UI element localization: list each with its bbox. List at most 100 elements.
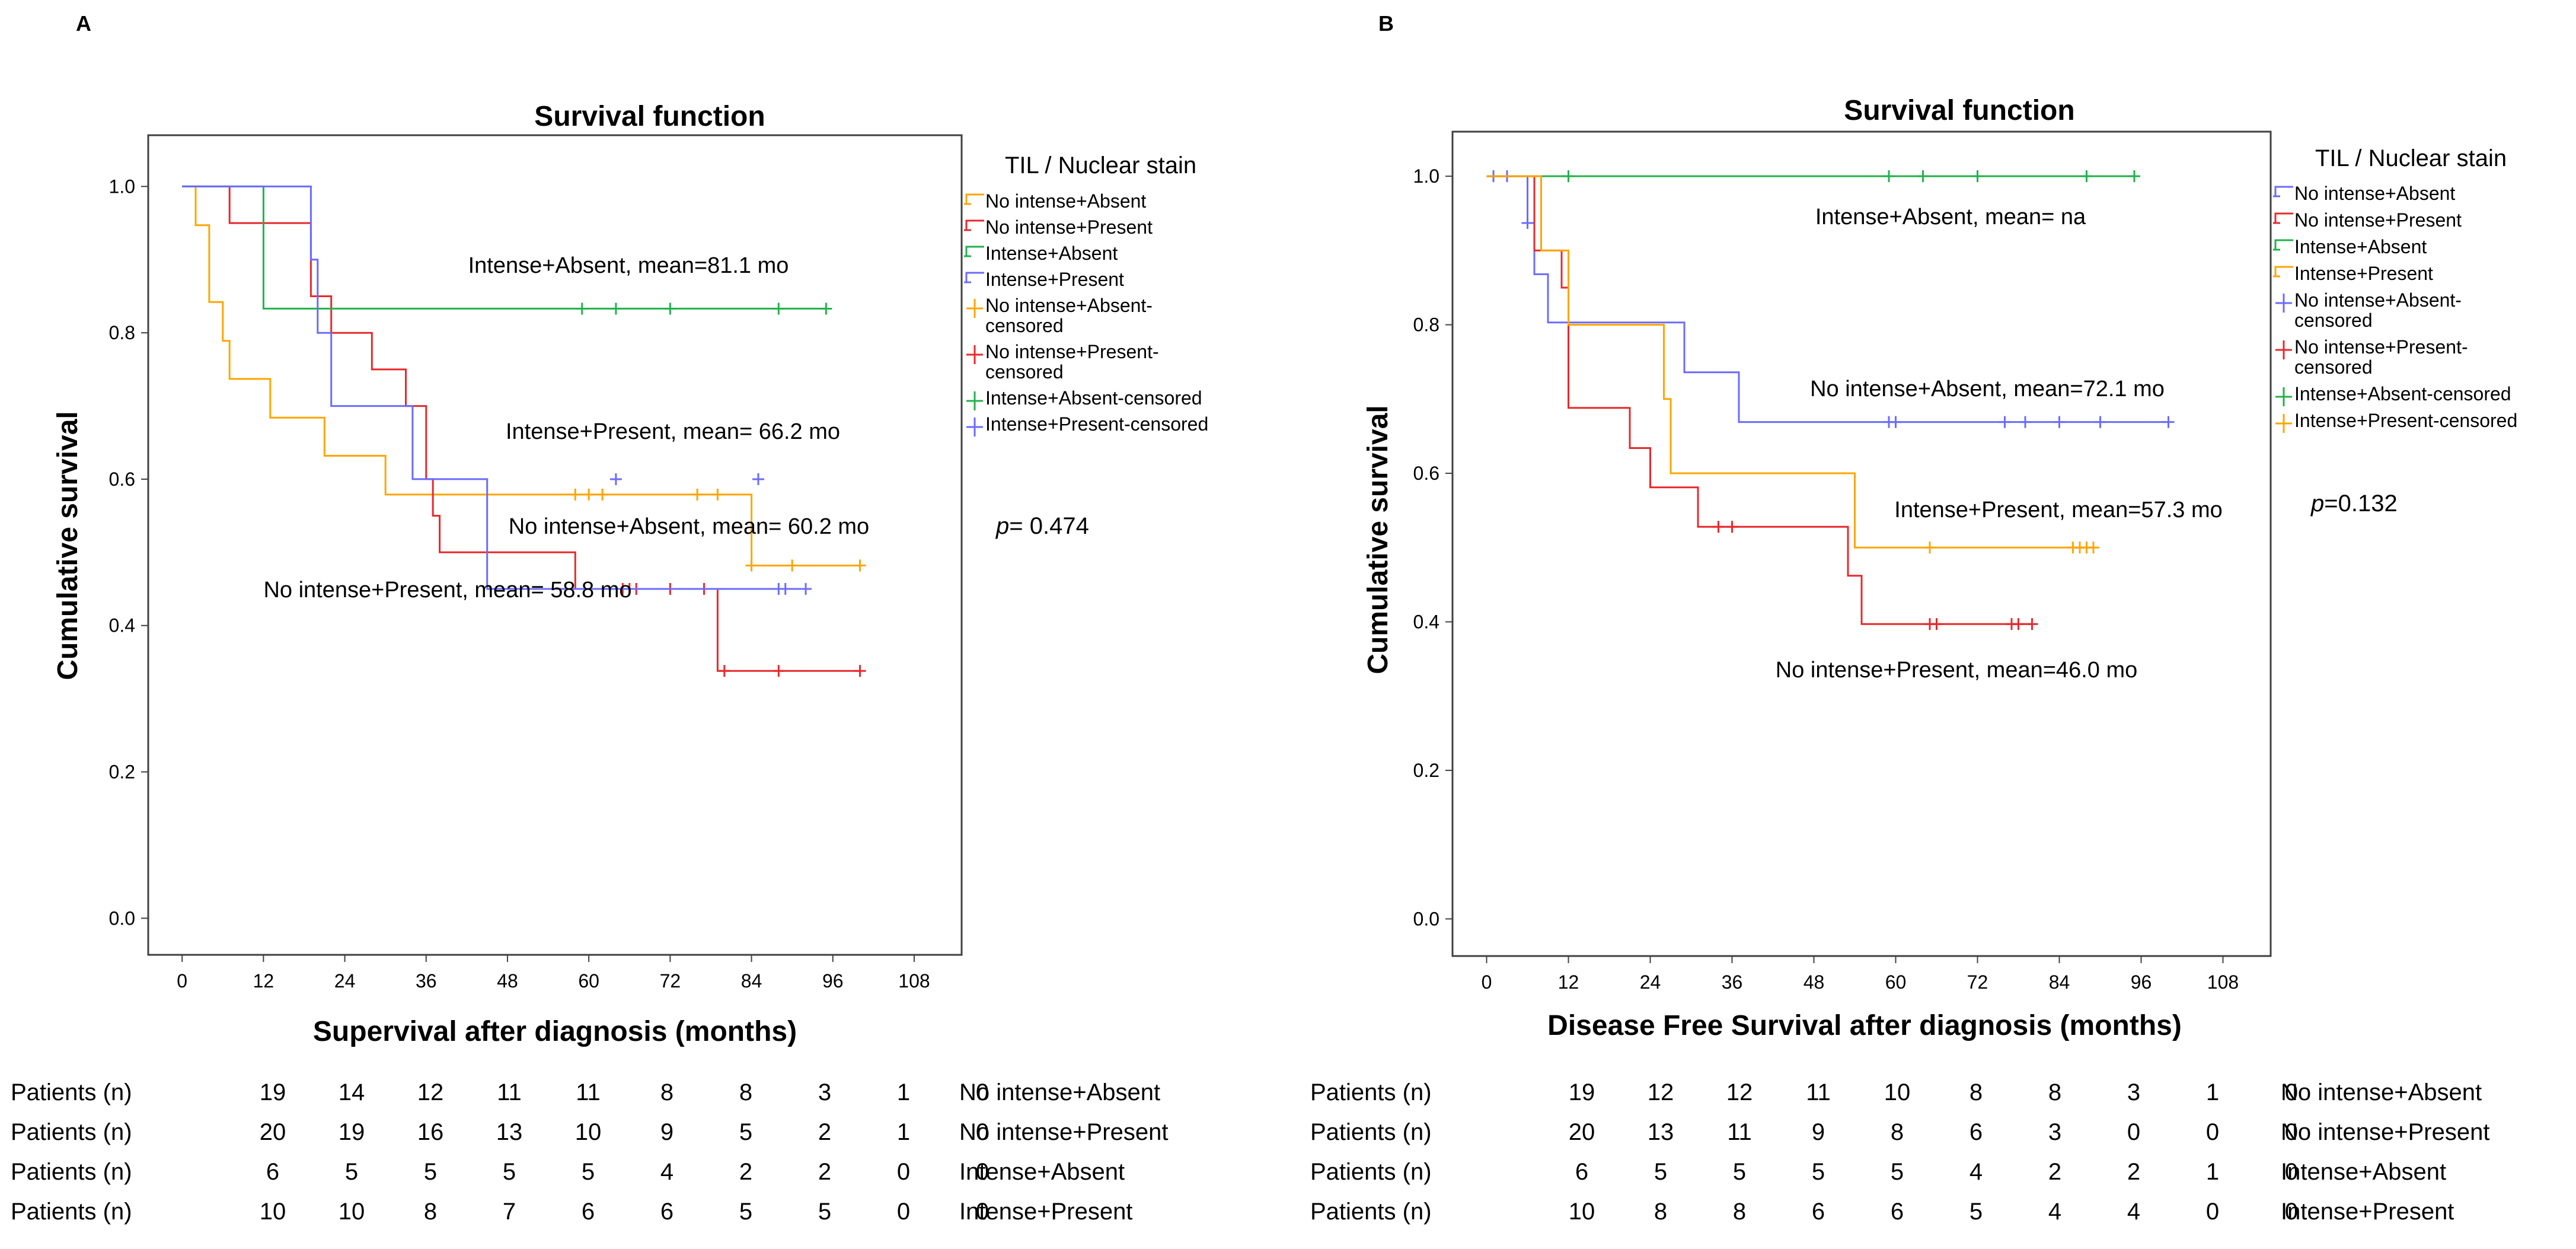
panel-a-censor-mark-no-intense-absent: [596, 488, 609, 501]
panel-b-risk-count: 1: [2206, 1159, 2219, 1185]
panel-b-risk-count: 4: [1969, 1159, 1983, 1185]
panel-b-risk-count: 10: [1569, 1199, 1595, 1225]
panel-a-risk-count: 0: [976, 1199, 989, 1225]
panel-b-x-tick-label: 108: [2207, 971, 2239, 993]
panel-a-risk-row-label: Patients (n): [11, 1159, 132, 1185]
panel-b-risk-row-label: Patients (n): [1310, 1199, 1432, 1225]
panel-a-censor-mark-no-intense-absent: [569, 488, 582, 501]
panel-b-censor-mark-no-intense-present: [2026, 618, 2038, 630]
panel-a-legend-swatch-intense-present: [964, 272, 984, 283]
panel-b-risk-count: 3: [2127, 1079, 2140, 1105]
panel-a-risk-count: 4: [660, 1159, 673, 1185]
panel-b-x-tick-label: 36: [1722, 971, 1743, 993]
panel-a-risk-count: 0: [897, 1159, 910, 1185]
panel-a-curve-intense-present: [182, 185, 806, 590]
panel-b-risk-row-label: Patients (n): [1310, 1119, 1432, 1145]
panel-a-legend-label: Intense+Present-censored: [985, 413, 1208, 435]
panel-b-risk-count: 2: [2127, 1159, 2140, 1185]
panel-b-x-tick-label: 72: [1967, 971, 1988, 993]
panel-b-annotation-intense-present: Intense+Present, mean=57.3 mo: [1894, 498, 2222, 522]
panel-b-y-tick-label: 0.2: [1413, 760, 1439, 781]
panel-a-censor-mark-intense-absent: [664, 302, 676, 315]
panel-b-x-tick-label: 24: [1640, 971, 1661, 993]
panel-b-risk-count: 8: [1969, 1079, 1983, 1105]
panel-a-legend-swatch-intense-absent-censored: [966, 391, 983, 410]
panel-a-p-number: = 0.474: [1009, 513, 1089, 539]
panel-a-risk-count: 10: [575, 1119, 602, 1145]
panel-b-x-ticks: 0 12 24 36 48 60 72 84 96 108: [1482, 956, 2239, 993]
panel-a-legend-title: TIL / Nuclear stain: [1005, 152, 1196, 179]
panel-a-risk-row-label: Patients (n): [11, 1199, 132, 1225]
panel-a-risk-group-label: Intense+Present: [959, 1199, 1132, 1225]
panel-b-label: B: [1378, 11, 1394, 36]
panel-b-censor-mark-no-intense-absent: [1521, 217, 1534, 230]
panel-b-legend: No intense+Absent No intense+Present Inten…: [2273, 183, 2517, 433]
panel-a-y-tick-label: 1.0: [109, 176, 135, 197]
panel-a-legend-swatch-intense-present-censored: [966, 418, 983, 436]
panel-a-p-value: p= 0.474: [995, 513, 1089, 539]
panel-b-censor-mark-intense-absent: [1917, 170, 1929, 183]
panel-b: B Survival function Disease Free Surviva…: [1310, 11, 2517, 1225]
panel-a-risk-count: 1: [897, 1119, 910, 1145]
panel-a-x-tick-label: 108: [898, 970, 930, 992]
panel-a-x-tick-label: 24: [334, 970, 356, 992]
panel-a-legend-swatch-no-intense-absent-censored: [966, 299, 983, 318]
panel-b-legend-label: No intense+Present: [2294, 209, 2462, 231]
panel-b-censor-mark-intense-present: [2087, 541, 2099, 554]
panel-b-censor-mark-no-intense-absent: [1999, 416, 2011, 428]
panel-b-censor-mark-no-intense-present: [1726, 521, 1738, 533]
panel-a-risk-count: 0: [976, 1119, 989, 1145]
panel-b-legend-swatch-no-intense-absent-censored: [2275, 294, 2292, 313]
panel-a-risk-count: 8: [424, 1199, 437, 1225]
panel-b-censor-mark-no-intense-present: [1712, 521, 1725, 533]
panel-b-risk-count: 5: [1812, 1159, 1825, 1185]
panel-a-risk-count: 0: [976, 1079, 989, 1105]
panel-b-risk-count: 19: [1569, 1079, 1595, 1105]
panel-a-risk-count: 6: [582, 1199, 595, 1225]
panel-a-censor-mark-intense-absent: [820, 302, 832, 315]
panel-a-risk-count: 12: [417, 1079, 444, 1105]
panel-a-censor-mark-no-intense-present: [854, 665, 866, 677]
panel-b-risk-count: 3: [2048, 1119, 2061, 1145]
panel-b-risk-count: 6: [1969, 1119, 1983, 1145]
panel-a-legend-swatch-no-intense-present: [964, 219, 984, 231]
panel-a-curves: [182, 185, 866, 677]
panel-a-risk-count: 11: [497, 1079, 522, 1105]
panel-b-risk-count: 5: [1969, 1199, 1983, 1225]
panel-b-legend-swatch-intense-absent: [2273, 239, 2293, 251]
panel-a-censor-mark-no-intense-present: [773, 665, 785, 677]
panel-b-censor-mark-intense-absent: [2080, 170, 2093, 183]
panel-a-risk-count: 5: [345, 1159, 358, 1185]
panel-a-legend-swatch-intense-absent: [964, 246, 984, 257]
panel-b-x-axis-label: Disease Free Survival after diagnosis (m…: [1547, 1010, 2182, 1041]
panel-a-risk-count: 9: [660, 1119, 673, 1145]
panel-b-legend-swatch-no-intense-present-censored: [2275, 340, 2292, 359]
panel-b-censor-mark-no-intense-absent: [2094, 416, 2106, 428]
panel-b-annotation-no-intense-present: No intense+Present, mean=46.0 mo: [1776, 658, 2138, 683]
panel-b-legend-label: censored: [2294, 356, 2373, 378]
panel-a-x-tick-label: 12: [253, 970, 274, 992]
panel-b-p-symbol: p: [2310, 490, 2324, 517]
panel-a-censor-mark-intense-absent: [773, 302, 785, 315]
panel-a-risk-table: Patients (n) 19 14 12 11 11 8 8 3 1 0No intense+Ab…: [11, 1079, 1168, 1225]
panel-a-legend-label: No intense+Present: [985, 216, 1153, 238]
panel-a-censor-mark-intense-present: [752, 473, 764, 485]
panel-b-risk-count: 12: [1648, 1079, 1674, 1105]
panel-a-risk-row-label: Patients (n): [11, 1079, 132, 1105]
panel-b-risk-count: 2: [2048, 1159, 2061, 1185]
panel-a-risk-count: 8: [660, 1079, 673, 1105]
panel-b-x-tick-label: 12: [1558, 971, 1579, 993]
panel-a-x-axis-label: Supervival after diagnosis (months): [313, 1016, 797, 1047]
panel-b-risk-count: 6: [1891, 1199, 1904, 1225]
panel-a-x-tick-label: 72: [660, 970, 681, 992]
panel-a-legend: No intense+Absent No intense+Present Inten…: [964, 190, 1208, 436]
panel-a-risk-count: 5: [739, 1199, 752, 1225]
panel-b-x-tick-label: 0: [1482, 971, 1492, 993]
panel-a-risk-count: 5: [818, 1199, 831, 1225]
panel-b-y-tick-label: 1.0: [1413, 165, 1439, 187]
panel-a-risk-count: 0: [976, 1159, 989, 1185]
panel-b-y-ticks: 0.0 0.2 0.4 0.6 0.8 1.0: [1413, 165, 1453, 929]
panel-b-censor-mark-intense-present: [1924, 541, 1936, 554]
panel-b-risk-count: 20: [1569, 1119, 1595, 1145]
panel-b-censor-mark-no-intense-present: [1930, 618, 1943, 630]
